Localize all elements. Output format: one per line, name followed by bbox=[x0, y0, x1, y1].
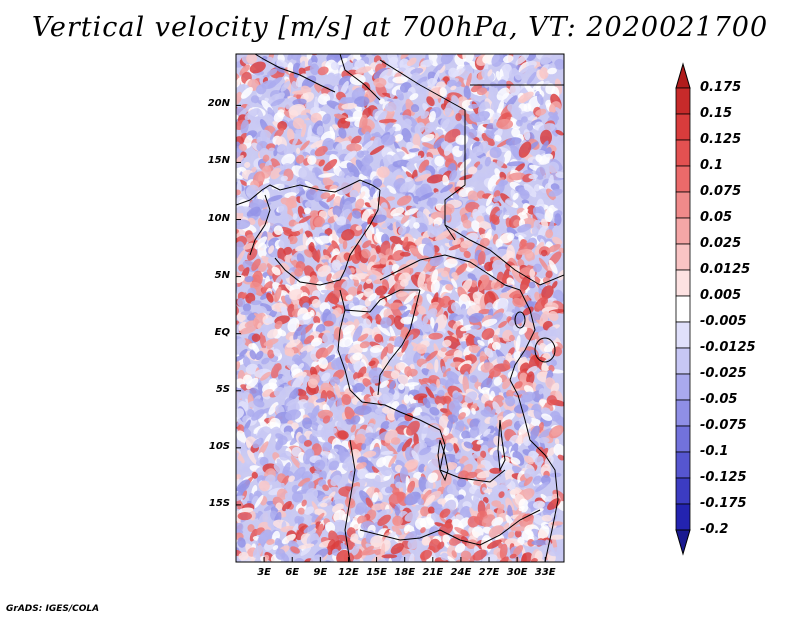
lon-tick-label: 21E bbox=[422, 567, 444, 578]
colorbar-segment bbox=[675, 191, 691, 219]
lat-tick-label: 20N bbox=[207, 98, 230, 110]
lat-tick-label: 5N bbox=[214, 269, 230, 281]
colorbar-segment bbox=[675, 451, 691, 479]
lat-tick-label: 15N bbox=[207, 155, 230, 167]
colorbar-label: -0.075 bbox=[700, 418, 747, 433]
lon-tick-label: 24E bbox=[450, 567, 472, 578]
colorbar-segment bbox=[675, 477, 691, 505]
lon-tick-label: 27E bbox=[478, 567, 500, 578]
colorbar-segment bbox=[675, 165, 691, 193]
country-borders bbox=[236, 54, 564, 562]
colorbar-label: -0.005 bbox=[700, 314, 747, 329]
colorbar-label: 0.0125 bbox=[700, 262, 751, 277]
colorbar-label: -0.175 bbox=[700, 496, 747, 511]
map-frame bbox=[235, 53, 565, 563]
grads-credit: GrADS: IGES/COLA bbox=[6, 604, 100, 614]
colorbar-label: -0.2 bbox=[700, 522, 729, 537]
colorbar-label: 0.025 bbox=[700, 236, 742, 251]
colorbar-segment bbox=[675, 373, 691, 401]
colorbar-segment bbox=[675, 243, 691, 271]
lon-tick-label: 6E bbox=[285, 567, 300, 578]
lakes bbox=[437, 311, 556, 482]
colorbar-label: -0.05 bbox=[700, 392, 738, 407]
colorbar-label: -0.025 bbox=[700, 366, 747, 381]
colorbar-segment bbox=[675, 347, 691, 375]
lat-tick-label: 10N bbox=[207, 212, 230, 224]
colorbar-segment bbox=[675, 503, 691, 531]
colorbar-segment bbox=[675, 399, 691, 427]
colorbar-segment bbox=[675, 139, 691, 167]
colorbar-label: 0.125 bbox=[700, 132, 742, 147]
lon-tick-label: 15E bbox=[366, 567, 387, 578]
lat-tick-label: 5S bbox=[215, 383, 230, 395]
colorbar-segment bbox=[675, 87, 691, 115]
lon-tick-label: 33E bbox=[534, 567, 556, 578]
colorbar-segment bbox=[675, 295, 691, 323]
colorbar-segment bbox=[675, 425, 691, 453]
colorbar-max-arrow bbox=[675, 62, 691, 89]
colorbar-segment bbox=[675, 321, 691, 349]
colorbar-segment bbox=[675, 113, 691, 141]
colorbar-label: -0.1 bbox=[700, 444, 729, 459]
colorbar-label: 0.175 bbox=[700, 80, 742, 95]
lat-tick-label: 10S bbox=[208, 440, 230, 452]
colorbar-min-arrow bbox=[675, 529, 691, 556]
lon-tick-label: 9E bbox=[313, 567, 328, 578]
colorbar-label: -0.125 bbox=[700, 470, 747, 485]
map-area bbox=[236, 54, 564, 562]
colorbar-label: 0.05 bbox=[700, 210, 733, 225]
colorbar-label: 0.005 bbox=[700, 288, 742, 303]
colorbar bbox=[675, 62, 691, 556]
lon-tick-label: 18E bbox=[394, 567, 416, 578]
lat-tick-label: 15S bbox=[208, 497, 230, 509]
lon-tick-label: 3E bbox=[257, 567, 271, 578]
colorbar-label: 0.075 bbox=[700, 184, 742, 199]
colorbar-segment bbox=[675, 269, 691, 297]
colorbar-label: 0.15 bbox=[700, 106, 733, 121]
lon-ticks bbox=[263, 557, 546, 562]
lat-tick-label: EQ bbox=[214, 326, 230, 338]
lon-tick-label: 30E bbox=[506, 567, 528, 578]
lat-ticks bbox=[236, 104, 241, 506]
colorbar-label: -0.0125 bbox=[700, 340, 756, 355]
lon-tick-label: 12E bbox=[338, 567, 359, 578]
colorbar-label: 0.1 bbox=[700, 158, 724, 173]
colorbar-segment bbox=[675, 217, 691, 245]
chart-title: Vertical velocity [m/s] at 700hPa, VT: 2… bbox=[31, 12, 769, 43]
